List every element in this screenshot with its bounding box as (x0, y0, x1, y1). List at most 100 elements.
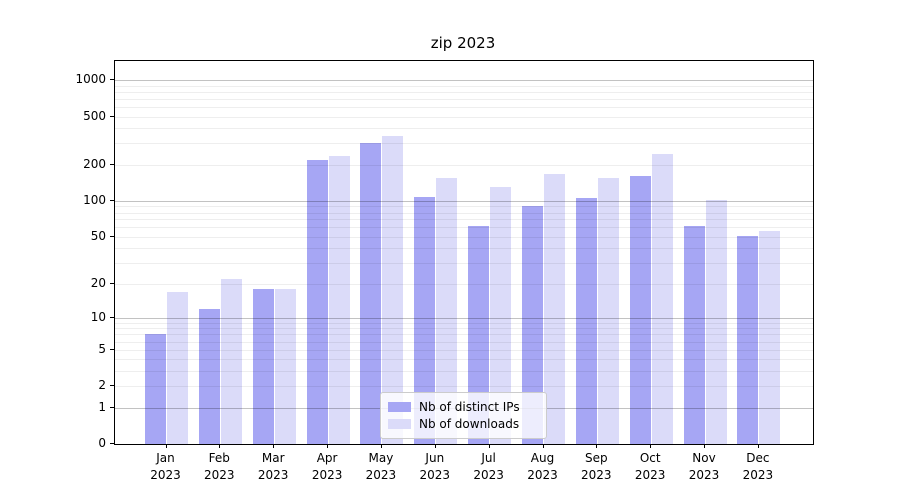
y-tick-label: 0 (98, 436, 106, 450)
bar-distinct-ips-aug (521, 206, 543, 444)
x-tick-mark (165, 444, 167, 448)
bar-downloads-dec (759, 231, 781, 444)
gridline-minor (115, 219, 813, 221)
x-tick-mark (273, 444, 275, 448)
gridline-major (115, 200, 813, 202)
x-tick-label-oct: Oct 2023 (634, 451, 666, 482)
x-tick-mark (219, 444, 221, 448)
gridline-minor (115, 116, 813, 118)
y-tick-mark (110, 406, 114, 408)
x-tick-label-may: May 2023 (365, 451, 397, 482)
y-tick-label: 200 (83, 156, 106, 171)
bar-downloads-jul (490, 187, 512, 444)
bar-distinct-ips-mar (252, 288, 274, 444)
gridline-minor (115, 85, 813, 87)
gridline-major (115, 317, 813, 319)
x-tick-label-dec: Dec 2023 (742, 451, 774, 482)
y-tick-mark (110, 235, 114, 237)
y-tick-label: 10 (90, 309, 106, 324)
y-tick-label: 1 (98, 399, 106, 414)
x-tick-mark (542, 444, 544, 448)
x-tick-label-nov: Nov 2023 (688, 451, 720, 482)
bar-distinct-ips-sep (575, 198, 597, 444)
bar-downloads-jun (436, 177, 458, 444)
gridline-minor (115, 283, 813, 285)
gridline-minor (115, 236, 813, 238)
y-tick-label: 500 (83, 108, 106, 123)
x-tick-mark (380, 444, 382, 448)
bar-downloads-feb (220, 278, 242, 444)
bar-distinct-ips-feb (198, 308, 220, 444)
gridline-minor (115, 227, 813, 229)
gridline-minor (115, 212, 813, 214)
gridline-minor (115, 322, 813, 324)
gridline-minor (115, 106, 813, 108)
gridline-minor (115, 349, 813, 351)
gridline-major (115, 80, 813, 81)
x-tick-label-apr: Apr 2023 (311, 451, 343, 482)
legend-item-downloads: Nb of downloads (388, 416, 539, 432)
bar-downloads-apr (328, 155, 350, 444)
y-tick-label: 1000 (75, 72, 106, 86)
y-tick-mark (110, 199, 114, 201)
bar-downloads-oct (651, 153, 673, 444)
bar-downloads-nov (705, 200, 727, 444)
y-tick-mark (110, 163, 114, 165)
y-tick-mark (110, 385, 114, 387)
x-tick-label-jun: Jun 2023 (419, 451, 451, 482)
bar-distinct-ips-jun (414, 196, 436, 444)
y-tick-label: 50 (90, 228, 106, 243)
x-tick-label-feb: Feb 2023 (204, 451, 235, 482)
gridline-minor (115, 98, 813, 100)
x-tick-label-mar: Mar 2023 (257, 451, 289, 482)
gridline-minor (115, 341, 813, 343)
bar-distinct-ips-nov (683, 225, 705, 444)
x-tick-mark (596, 444, 598, 448)
y-tick-mark (110, 282, 114, 284)
legend: Nb of distinct IPs Nb of downloads (380, 392, 547, 439)
y-tick-label: 2 (98, 378, 106, 393)
x-tick-label-jan: Jan 2023 (150, 451, 181, 482)
y-tick-mark (110, 316, 114, 318)
bar-distinct-ips-may (360, 143, 382, 444)
gridline-minor (115, 371, 813, 372)
gridline-minor (115, 386, 813, 388)
x-tick-label-aug: Aug 2023 (527, 451, 558, 482)
gridline-minor (115, 334, 813, 336)
gridline-minor (115, 164, 813, 166)
x-tick-label-sep: Sep 2023 (581, 451, 612, 482)
bar-distinct-ips-dec (737, 235, 759, 444)
legend-label-distinct-ips: Nb of distinct IPs (419, 400, 520, 414)
x-tick-mark (327, 444, 329, 448)
bar-distinct-ips-jul (468, 225, 490, 444)
legend-swatch-distinct-ips (388, 402, 411, 412)
gridline-minor (115, 263, 813, 265)
bar-downloads-aug (543, 173, 565, 444)
x-tick-mark (488, 444, 490, 448)
bar-distinct-ips-apr (306, 159, 328, 444)
bar-downloads-mar (274, 288, 296, 444)
bar-distinct-ips-oct (629, 176, 651, 444)
gridline-minor (115, 328, 813, 330)
bar-downloads-sep (597, 177, 619, 444)
y-tick-label: 20 (90, 275, 106, 290)
gridline-minor (115, 143, 813, 145)
gridline-minor (115, 128, 813, 130)
x-tick-mark (757, 444, 759, 448)
bar-distinct-ips-jan (145, 334, 166, 444)
legend-label-downloads: Nb of downloads (419, 417, 520, 431)
x-tick-mark (434, 444, 436, 448)
chart-title: zip 2023 (430, 34, 496, 52)
y-tick-mark (110, 443, 114, 444)
y-tick-mark (110, 115, 114, 117)
y-tick-label: 5 (98, 341, 106, 356)
gridline-minor (115, 248, 813, 250)
gridline-minor (115, 359, 813, 361)
y-tick-mark (110, 348, 114, 350)
bar-downloads-jan (167, 291, 188, 444)
gridline-minor (115, 206, 813, 208)
x-tick-mark (650, 444, 652, 448)
y-tick-mark (110, 79, 114, 80)
gridline-minor (115, 91, 813, 93)
